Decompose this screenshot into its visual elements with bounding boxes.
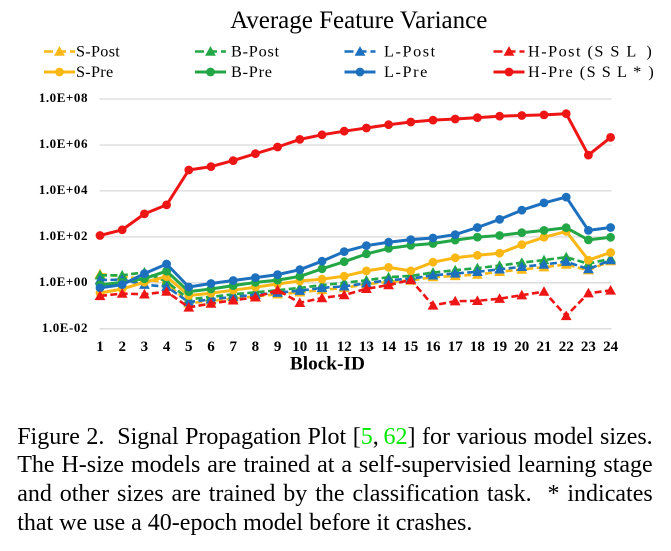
svg-text:B-Pre: B-Pre (231, 63, 273, 81)
svg-text:Block-ID: Block-ID (290, 354, 365, 375)
svg-text:14: 14 (381, 339, 397, 355)
svg-text:18: 18 (470, 339, 485, 355)
svg-text:L-Pre: L-Pre (384, 63, 429, 81)
svg-text:24: 24 (603, 339, 619, 355)
svg-text:Average Feature Variance: Average Feature Variance (230, 7, 487, 34)
svg-text:2: 2 (118, 339, 126, 355)
svg-text:12: 12 (337, 339, 352, 355)
svg-text:H-Pre (SSL*): H-Pre (SSL*) (528, 63, 654, 81)
svg-text:1.0E+02: 1.0E+02 (39, 228, 88, 243)
svg-text:1.0E+06: 1.0E+06 (39, 136, 88, 151)
svg-text:22: 22 (559, 339, 574, 355)
svg-text:7: 7 (229, 339, 237, 355)
svg-text:1.0E+08: 1.0E+08 (39, 90, 88, 105)
svg-text:B-Post: B-Post (231, 42, 280, 60)
svg-text:L-Post: L-Post (384, 42, 437, 60)
svg-text:3: 3 (141, 339, 149, 355)
svg-text:8: 8 (252, 339, 260, 355)
svg-text:9: 9 (274, 339, 282, 355)
svg-text:11: 11 (315, 339, 329, 355)
svg-text:10: 10 (292, 339, 307, 355)
svg-text:20: 20 (514, 339, 529, 355)
svg-text:21: 21 (537, 339, 552, 355)
svg-text:1: 1 (96, 339, 104, 355)
svg-text:1.0E+00: 1.0E+00 (39, 274, 88, 289)
svg-text:17: 17 (448, 339, 464, 355)
svg-text:4: 4 (163, 339, 171, 355)
svg-text:1.0E-02: 1.0E-02 (42, 320, 88, 335)
svg-text:6: 6 (207, 339, 215, 355)
svg-text:H-Post (SSL): H-Post (SSL) (528, 42, 652, 60)
svg-text:19: 19 (492, 339, 507, 355)
svg-text:16: 16 (426, 339, 442, 355)
svg-text:15: 15 (403, 339, 418, 355)
svg-text:S-Post: S-Post (76, 42, 120, 60)
svg-text:13: 13 (359, 339, 374, 355)
svg-text:23: 23 (581, 339, 596, 355)
svg-text:1.0E+04: 1.0E+04 (39, 182, 88, 197)
svg-text:S-Pre: S-Pre (76, 63, 113, 81)
svg-text:5: 5 (185, 339, 193, 355)
